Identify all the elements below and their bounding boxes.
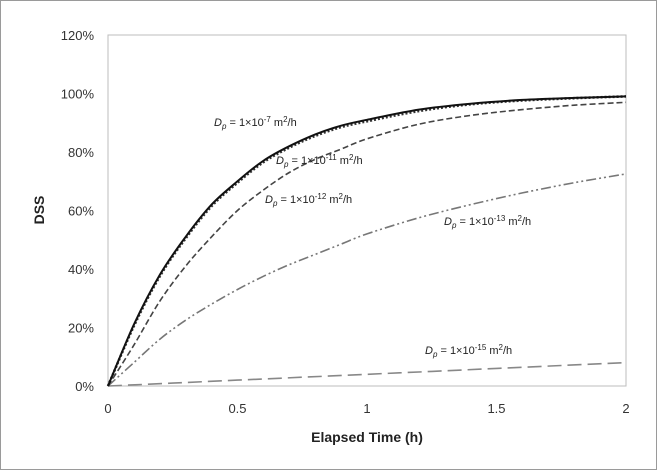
annotation-uexp: 2	[349, 153, 354, 162]
annotation-tail: /h	[522, 216, 531, 228]
annotation-sub: p	[432, 350, 438, 359]
annotation-unit: m	[505, 216, 517, 228]
y-tick-label: 120%	[61, 28, 95, 43]
annotation-mid: = 1×10	[437, 345, 474, 357]
annotation-sub: p	[283, 160, 289, 169]
y-tick-label: 80%	[68, 145, 94, 160]
series-line-1	[106, 95, 627, 387]
series-line-2	[107, 101, 627, 387]
annotation-tail: /h	[353, 155, 362, 167]
annotation-uexp: 2	[499, 343, 504, 352]
series-annotation: Dp = 1×10-13 m2/h	[444, 214, 531, 230]
annotation-mid: = 1×10	[277, 194, 314, 206]
series-lines	[106, 95, 627, 387]
annotation-sym: D	[444, 216, 452, 228]
x-tick-labels: 0 0.5 1 1.5 2	[104, 401, 629, 416]
x-axis-label: Elapsed Time (h)	[311, 429, 423, 445]
annotation-uexp: 2	[518, 214, 523, 223]
annotation-uexp: 2	[339, 192, 344, 201]
series-line-0	[107, 95, 627, 387]
annotation-uexp: 2	[283, 115, 288, 124]
annotation-sub: p	[451, 221, 457, 230]
series-annotation: Dp = 1×10-7 m2/h	[214, 115, 297, 131]
annotation-unit: m	[326, 194, 338, 206]
annotation-sym: D	[265, 194, 273, 206]
annotation-exp: -13	[494, 214, 506, 223]
annotation-mid: = 1×10	[456, 216, 493, 228]
annotation-exp: -12	[315, 192, 327, 201]
series-annotation: Dp = 1×10-15 m2/h	[425, 343, 512, 359]
annotations: Dp = 1×10-7 m2/hDp = 1×10-11 m2/hDp = 1×…	[214, 115, 531, 359]
x-tick-label: 0.5	[228, 401, 246, 416]
y-tick-label: 40%	[68, 262, 94, 277]
annotation-tail: /h	[288, 117, 297, 129]
annotation-mid: = 1×10	[288, 155, 325, 167]
annotation-sub: p	[272, 199, 278, 208]
x-tick-label: 0	[104, 401, 111, 416]
annotation-exp: -7	[264, 115, 272, 124]
annotation-sub: p	[221, 122, 227, 131]
y-tick-label: 100%	[61, 87, 95, 102]
y-tick-label: 20%	[68, 321, 94, 336]
annotation-mid: = 1×10	[226, 117, 263, 129]
y-tick-labels: 0% 20% 40% 60% 80% 100% 120%	[61, 28, 95, 394]
annotation-unit: m	[337, 155, 349, 167]
annotation-unit: m	[486, 345, 498, 357]
y-tick-label: 60%	[68, 204, 94, 219]
series-annotation: Dp = 1×10-11 m2/h	[276, 153, 363, 169]
annotation-tail: /h	[503, 345, 512, 357]
series-line-4	[107, 361, 627, 387]
x-tick-label: 1	[363, 401, 370, 416]
y-axis-label: DSS	[31, 196, 47, 225]
annotation-sym: D	[214, 117, 222, 129]
series-annotation: Dp = 1×10-12 m2/h	[265, 192, 352, 208]
annotation-exp: -15	[475, 343, 487, 352]
annotation-exp: -11	[326, 153, 338, 162]
plot-area	[107, 34, 627, 387]
x-tick-label: 1.5	[487, 401, 505, 416]
annotation-unit: m	[271, 117, 283, 129]
y-tick-label: 0%	[75, 379, 94, 394]
x-tick-label: 2	[622, 401, 629, 416]
annotation-sym: D	[276, 155, 284, 167]
annotation-tail: /h	[343, 194, 352, 206]
series-line-3	[107, 173, 627, 387]
annotation-sym: D	[425, 345, 433, 357]
